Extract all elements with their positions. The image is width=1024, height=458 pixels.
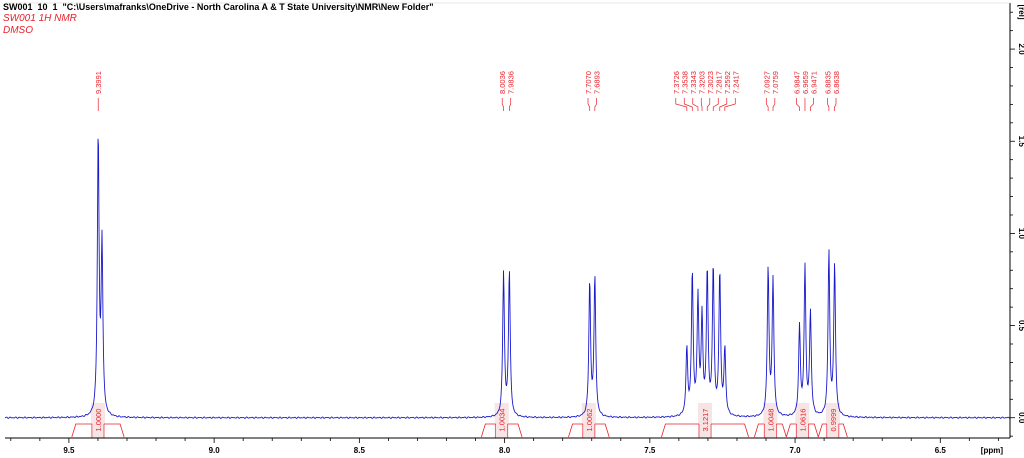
peak-leader-line [834, 98, 837, 111]
integral-layer: 1.0000 1.0034 1.0062 3.1217 1.0048 1.0616 0.99… [71, 403, 848, 438]
integral-label: 1.0034 [498, 409, 507, 432]
peak-leader-line [692, 98, 699, 111]
integral-bracket [661, 423, 749, 438]
x-tick-label: 6.5 [935, 446, 947, 455]
peak-label: 6.8638 [832, 71, 841, 94]
peak-label: 6.8835 [824, 71, 833, 94]
peak-label: 7.3726 [672, 71, 681, 94]
peak-leader-line [587, 98, 591, 111]
peak-label: 8.0036 [498, 71, 507, 94]
x-tick-label: 8.0 [499, 446, 511, 455]
solvent-label: DMSO [3, 25, 33, 36]
peak-label-layer: 9.3991 8.0036 7.9836 7.7070 7.6893 7.3726 7.35… [94, 71, 841, 111]
dataset-title: SW001 10 1 "C:\Users\mafranks\OneDrive -… [3, 2, 434, 12]
integral-bracket [817, 423, 848, 438]
peak-label: 7.0927 [762, 71, 771, 94]
peak-label: 7.7070 [584, 71, 593, 94]
axes: 9.5 9.0 8.5 8.0 7.5 7.0 6.5 [ppm] 0.0 0.5 1.0 1.5 2.… [5, 2, 1024, 455]
integral-label: 1.0000 [94, 409, 103, 432]
peak-leader-line [712, 98, 719, 111]
peak-label: 7.9836 [507, 71, 516, 94]
peak-label: 7.6893 [593, 71, 602, 94]
integral-label: 1.0048 [766, 409, 775, 432]
x-tick-label: 8.5 [354, 446, 366, 455]
integral-bracket [785, 423, 819, 438]
peak-leader-line [772, 98, 776, 111]
integral-value-box [795, 403, 810, 438]
peak-label: 7.3203 [697, 71, 706, 94]
peak-label: 9.3991 [94, 71, 103, 94]
peak-leader-line [683, 98, 693, 111]
integral-value-box [698, 403, 713, 438]
integral-bracket [754, 423, 787, 438]
peak-leader-line [700, 98, 703, 111]
integral-value-box [90, 403, 105, 438]
peak-leader-line [827, 98, 830, 111]
peak-label: 7.2592 [723, 71, 732, 94]
integral-value-box [581, 403, 596, 438]
experiment-label: SW001 1H NMR [3, 13, 77, 24]
integral-label: 3.1217 [701, 409, 710, 432]
peak-label: 7.0759 [771, 71, 780, 94]
peak-label: 6.9847 [792, 71, 801, 94]
peak-leader-line [594, 98, 597, 111]
integral-bracket [568, 423, 610, 438]
peak-leader-line [509, 98, 512, 111]
integral-label: 1.0062 [585, 409, 594, 432]
peak-label: 6.9471 [809, 71, 818, 94]
y-tick-label: 1.0 [1017, 228, 1024, 240]
x-tick-label: 9.5 [63, 446, 75, 455]
y-tick-label: 0.0 [1017, 412, 1024, 424]
y-tick-label: 2.0 [1017, 44, 1024, 56]
spectrum-trace [4, 138, 1011, 419]
spectrum-header: SW001 10 1 "C:\Users\mafranks\OneDrive -… [3, 2, 993, 46]
x-tick-label: 7.5 [644, 446, 656, 455]
peak-leader-line [765, 98, 769, 111]
integral-bracket [480, 423, 523, 438]
x-axis-label: [ppm] [981, 446, 1004, 455]
peak-label: 7.2817 [714, 71, 723, 94]
integral-label: 0.9999 [829, 409, 838, 432]
peak-leader-line [719, 98, 728, 111]
integral-value-box [763, 403, 778, 438]
y-axis-label: [rel] [1017, 4, 1024, 19]
y-tick-label: 1.5 [1017, 136, 1024, 148]
peak-label: 7.3023 [706, 71, 715, 94]
peak-label: 7.3343 [689, 71, 698, 94]
peak-label: 6.9659 [801, 71, 810, 94]
peak-leader-line [796, 98, 800, 111]
peak-leader-line [675, 98, 688, 111]
peak-label: 7.3538 [680, 71, 689, 94]
x-tick-label: 7.0 [789, 446, 801, 455]
integral-bracket [71, 423, 125, 438]
y-tick-label: 0.5 [1017, 320, 1024, 332]
integral-value-box [825, 403, 840, 438]
peak-label: 7.2417 [731, 71, 740, 94]
peak-leader-line [706, 98, 711, 111]
peak-leader-line [501, 98, 504, 111]
integral-label: 1.0616 [798, 409, 807, 432]
x-tick-label: 9.0 [209, 446, 221, 455]
peak-leader-line [810, 98, 814, 111]
peak-leader-line [724, 98, 736, 111]
